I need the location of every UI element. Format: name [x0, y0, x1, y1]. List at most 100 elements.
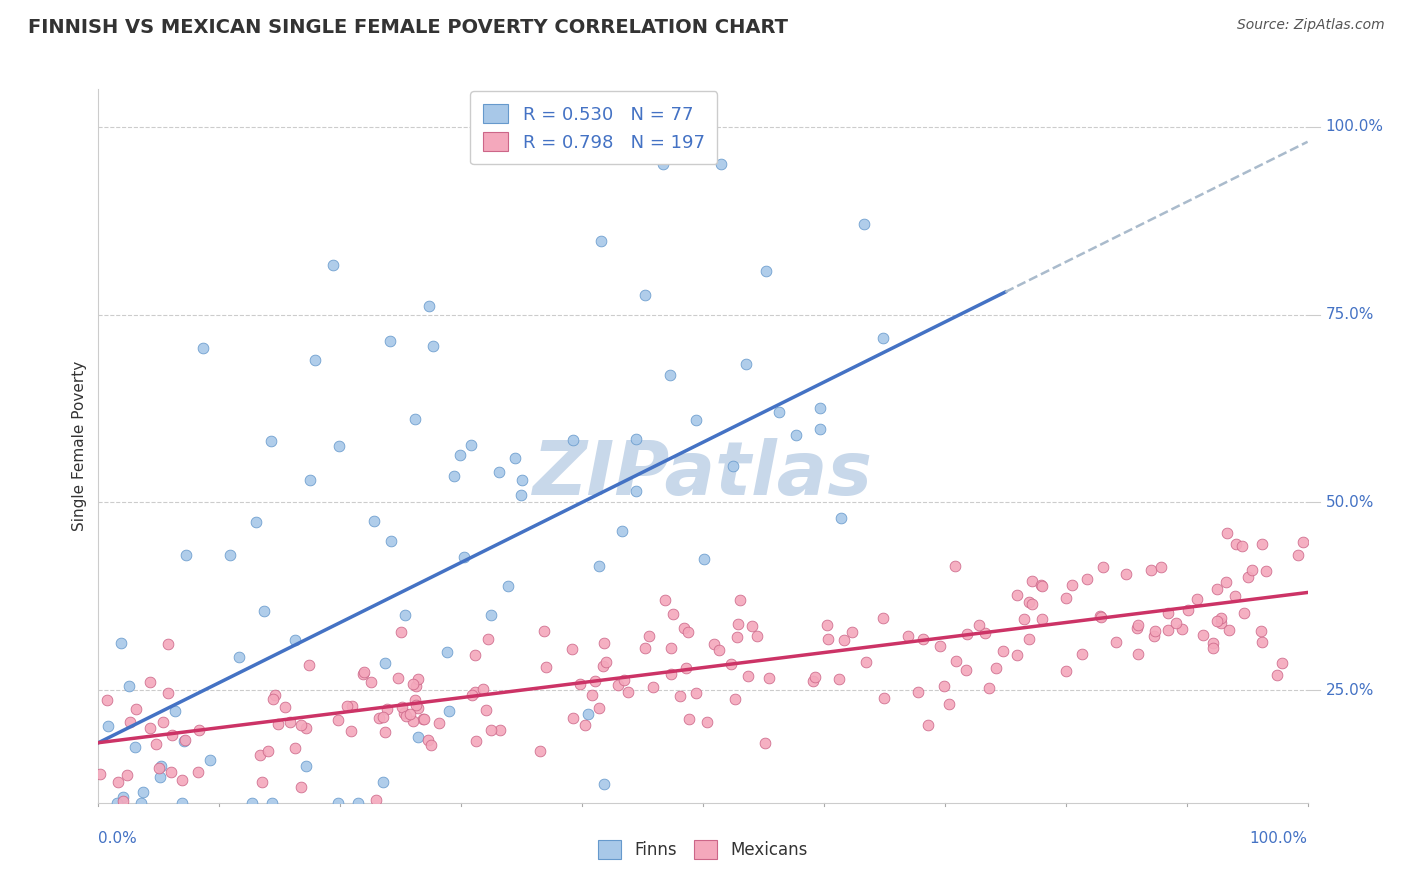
- Point: [374, 724, 396, 739]
- Point: [191, 341, 214, 355]
- Point: [973, 626, 995, 640]
- Point: [187, 723, 209, 737]
- Point: [173, 732, 195, 747]
- Point: [156, 637, 179, 651]
- Point: [938, 697, 960, 711]
- Point: [89, 766, 111, 780]
- Text: FINNISH VS MEXICAN SINGLE FEMALE POVERTY CORRELATION CHART: FINNISH VS MEXICAN SINGLE FEMALE POVERTY…: [28, 18, 789, 37]
- Point: [634, 288, 657, 302]
- Point: [661, 667, 683, 681]
- Point: [479, 723, 502, 737]
- Point: [290, 780, 312, 794]
- Point: [110, 635, 132, 649]
- Point: [364, 793, 387, 807]
- Point: [149, 770, 172, 784]
- Point: [1007, 588, 1029, 602]
- Point: [460, 438, 482, 452]
- Point: [529, 744, 551, 758]
- Point: [1128, 617, 1150, 632]
- Point: [1223, 589, 1246, 603]
- Point: [1218, 623, 1240, 637]
- Point: [728, 592, 751, 607]
- Text: 25.0%: 25.0%: [1326, 682, 1374, 698]
- Point: [897, 629, 920, 643]
- Point: [703, 637, 725, 651]
- Point: [588, 558, 610, 573]
- Point: [943, 559, 966, 574]
- Point: [817, 632, 839, 646]
- Point: [1018, 632, 1040, 646]
- Point: [1005, 648, 1028, 662]
- Point: [115, 768, 138, 782]
- Point: [260, 434, 283, 448]
- Point: [173, 733, 195, 747]
- Point: [654, 593, 676, 607]
- Point: [1192, 627, 1215, 641]
- Point: [1237, 569, 1260, 583]
- Point: [1233, 606, 1256, 620]
- Point: [304, 353, 326, 368]
- Point: [1209, 611, 1232, 625]
- Point: [402, 677, 425, 691]
- Point: [624, 432, 647, 446]
- Point: [1054, 591, 1077, 605]
- Point: [464, 685, 486, 699]
- Point: [278, 714, 301, 729]
- Point: [561, 433, 583, 447]
- Point: [1021, 574, 1043, 588]
- Point: [437, 704, 460, 718]
- Point: [256, 744, 278, 758]
- Point: [404, 412, 426, 426]
- Point: [402, 714, 425, 729]
- Point: [240, 796, 263, 810]
- Point: [669, 689, 692, 703]
- Point: [1070, 648, 1092, 662]
- Point: [352, 666, 374, 681]
- Point: [595, 655, 617, 669]
- Point: [187, 764, 209, 779]
- Point: [720, 657, 742, 672]
- Point: [696, 715, 718, 730]
- Point: [828, 673, 851, 687]
- Point: [651, 157, 673, 171]
- Point: [453, 550, 475, 565]
- Point: [1250, 624, 1272, 639]
- Point: [249, 747, 271, 762]
- Point: [534, 659, 557, 673]
- Point: [872, 611, 894, 625]
- Point: [295, 759, 318, 773]
- Point: [374, 656, 396, 670]
- Point: [1021, 597, 1043, 611]
- Point: [406, 700, 429, 714]
- Point: [1143, 629, 1166, 643]
- Point: [569, 676, 592, 690]
- Point: [977, 681, 1000, 695]
- Point: [346, 796, 368, 810]
- Point: [721, 459, 744, 474]
- Point: [118, 714, 141, 729]
- Point: [803, 670, 825, 684]
- Point: [1225, 537, 1247, 551]
- Text: 50.0%: 50.0%: [1326, 495, 1374, 510]
- Point: [503, 450, 526, 465]
- Point: [284, 741, 307, 756]
- Text: 0.0%: 0.0%: [98, 831, 138, 847]
- Point: [1215, 575, 1237, 590]
- Point: [273, 700, 295, 714]
- Point: [1292, 535, 1315, 549]
- Point: [1206, 582, 1229, 596]
- Point: [387, 671, 409, 685]
- Point: [218, 548, 240, 562]
- Point: [375, 702, 398, 716]
- Point: [1241, 563, 1264, 577]
- Point: [834, 632, 856, 647]
- Point: [406, 672, 429, 686]
- Point: [932, 679, 955, 693]
- Point: [583, 674, 606, 689]
- Point: [1031, 579, 1053, 593]
- Point: [659, 368, 682, 382]
- Point: [427, 716, 450, 731]
- Point: [956, 627, 979, 641]
- Point: [174, 548, 197, 562]
- Point: [125, 702, 148, 716]
